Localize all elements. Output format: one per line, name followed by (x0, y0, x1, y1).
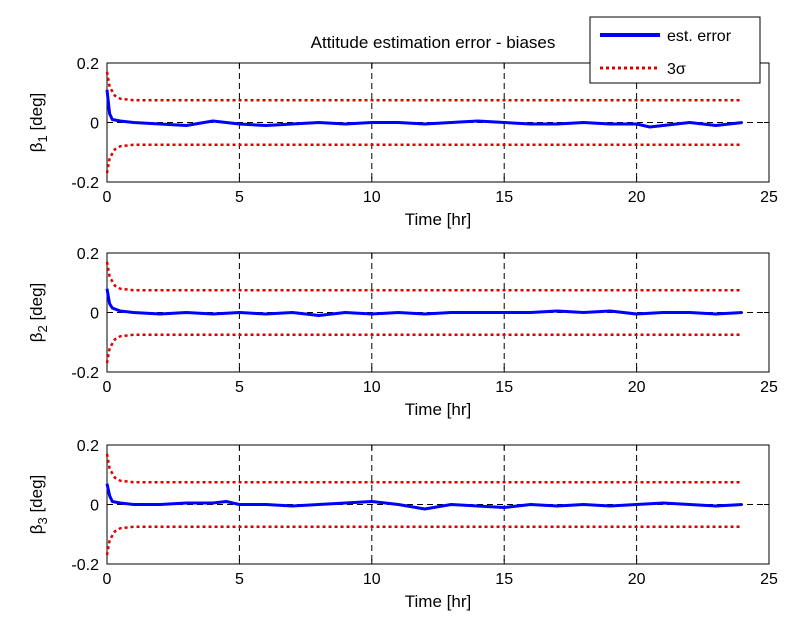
x-tick-label: 10 (363, 189, 381, 206)
x-tick-label: 20 (628, 571, 646, 588)
x-tick-label: 5 (235, 189, 244, 206)
x-tick-label: 5 (235, 571, 244, 588)
x-tick-label: 25 (760, 571, 778, 588)
x-tick-label: 25 (760, 189, 778, 206)
y-axis-title-unit: [deg] (27, 283, 46, 326)
y-axis-title-subscript: 1 (35, 135, 50, 142)
x-tick-label: 20 (628, 189, 646, 206)
y-tick-label: 0 (90, 116, 99, 133)
x-tick-label: 5 (235, 379, 244, 396)
y-axis-title: β3 [deg] (27, 475, 50, 535)
y-axis-title: β2 [deg] (27, 283, 50, 343)
x-tick-label: 10 (363, 379, 381, 396)
series-3-sigma-upper (105, 453, 743, 484)
x-tick-label: 0 (103, 379, 112, 396)
figure-title: Attitude estimation error - biases (311, 33, 556, 52)
y-axis-title-unit: [deg] (27, 475, 46, 518)
y-tick-label: -0.2 (71, 175, 99, 192)
y-tick-label: -0.2 (71, 365, 99, 382)
y-axis-title-subscript: 2 (35, 325, 50, 332)
x-axis-title: Time [hr] (405, 592, 471, 611)
series-est-error (105, 288, 743, 317)
series-3-sigma-upper (105, 261, 743, 292)
series-3-sigma-upper (105, 71, 743, 102)
series-3-sigma-lower (105, 333, 743, 364)
y-axis-title-unit: [deg] (27, 93, 46, 136)
y-tick-label: -0.2 (71, 557, 99, 574)
y-axis-title-subscript: 3 (35, 517, 50, 524)
y-tick-label: 0.2 (77, 56, 99, 73)
x-tick-label: 15 (495, 571, 513, 588)
y-tick-label: 0.2 (77, 246, 99, 263)
x-tick-label: 10 (363, 571, 381, 588)
x-tick-label: 0 (103, 571, 112, 588)
x-tick-label: 15 (495, 189, 513, 206)
x-axis-title: Time [hr] (405, 210, 471, 229)
x-axis-title: Time [hr] (405, 400, 471, 419)
legend: est. error 3σ (589, 16, 761, 84)
legend-label-est-error: est. error (667, 28, 732, 45)
y-axis-title-base: β (27, 142, 46, 152)
y-tick-label: 0 (90, 306, 99, 323)
series-est-error (105, 89, 743, 129)
series-3-sigma-lower (105, 143, 743, 174)
x-tick-label: 0 (103, 189, 112, 206)
y-tick-label: 0 (90, 498, 99, 515)
y-tick-label: 0.2 (77, 438, 99, 455)
y-axis-title: β1 [deg] (27, 93, 50, 153)
x-tick-label: 15 (495, 379, 513, 396)
y-axis-title-base: β (27, 332, 46, 342)
y-axis-title-base: β (27, 524, 46, 534)
series-3-sigma-lower (105, 525, 743, 556)
legend-box (589, 16, 761, 84)
x-tick-label: 20 (628, 379, 646, 396)
legend-label-3-sigma: 3σ (667, 61, 686, 78)
series-est-error (105, 483, 743, 511)
x-tick-label: 25 (760, 379, 778, 396)
